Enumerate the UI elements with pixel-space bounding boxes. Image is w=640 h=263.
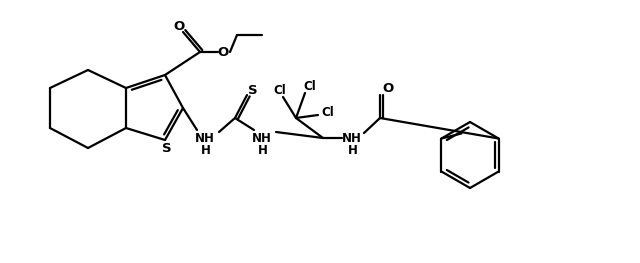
Text: NH: NH	[342, 132, 362, 144]
Text: O: O	[173, 19, 184, 33]
Text: Cl: Cl	[274, 83, 286, 97]
Text: S: S	[248, 83, 258, 97]
Text: Cl: Cl	[303, 79, 316, 93]
Text: H: H	[201, 144, 211, 156]
Text: S: S	[162, 141, 172, 154]
Text: H: H	[258, 144, 268, 156]
Text: NH: NH	[195, 132, 215, 144]
Text: Cl: Cl	[322, 107, 334, 119]
Text: H: H	[348, 144, 358, 156]
Text: O: O	[382, 83, 394, 95]
Text: NH: NH	[252, 132, 272, 144]
Text: O: O	[218, 45, 228, 58]
